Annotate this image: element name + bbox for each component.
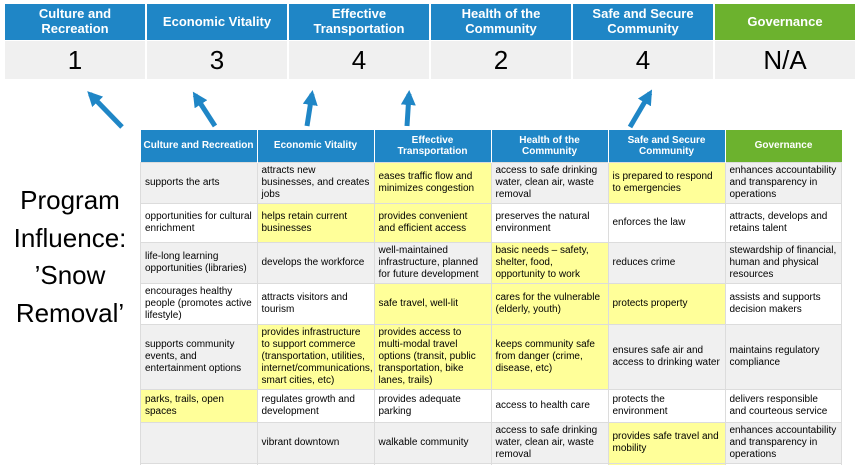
matrix-row: supports community events, and entertain…	[140, 323, 842, 390]
scorecard-column-safety: Safe and Secure Community 4	[573, 4, 713, 79]
scorecard-header-health: Health of the Community	[431, 4, 571, 40]
scorecard-column-culture: Culture and Recreation 1	[5, 4, 145, 79]
matrix-cell: access to health care	[490, 388, 609, 423]
matrix-cell: provides safe travel and mobility	[607, 421, 726, 464]
scorecard: Culture and Recreation 1 Economic Vitali…	[5, 4, 855, 79]
matrix-cell: life-long learning opportunities (librar…	[140, 241, 258, 284]
scorecard-header-transportation: Effective Transportation	[289, 4, 429, 40]
matrix-cell: delivers responsible and courteous servi…	[724, 388, 842, 423]
scorecard-column-health: Health of the Community 2	[431, 4, 571, 79]
matrix-cell: access to safe drinking water, clean air…	[490, 421, 609, 464]
scorecard-score-economic: 3	[147, 41, 287, 79]
program-title: Program Influence: ’Snow Removal’	[13, 185, 127, 329]
matrix-cell: stewardship of financial, human and phys…	[724, 241, 842, 284]
matrix-cell: develops the workforce	[256, 241, 375, 284]
matrix-row: life-long learning opportunities (librar…	[140, 241, 842, 284]
scorecard-column-economic: Economic Vitality 3	[147, 4, 287, 79]
matrix-cell: encourages healthy people (promotes acti…	[140, 282, 258, 325]
matrix-column-header: Governance	[724, 130, 842, 162]
matrix-row: parks, trails, open spaces regulates grow…	[140, 388, 842, 423]
matrix-row: supports the arts attracts new businesses…	[140, 161, 842, 204]
matrix-row: vibrant downtown walkable community access…	[140, 421, 842, 464]
matrix-cell: cares for the vulnerable (elderly, youth…	[490, 282, 609, 325]
influence-matrix: Culture and Recreation Economic Vitality E…	[140, 130, 842, 465]
matrix-cell: provides access to multi-modal travel op…	[373, 323, 492, 390]
matrix-cell: keeps community safe from danger (crime,…	[490, 323, 609, 390]
matrix-cell: is prepared to respond to emergencies	[607, 161, 726, 204]
arrow-transportation-icon	[302, 90, 318, 127]
arrow-health-icon	[400, 90, 416, 127]
matrix-cell: enhances accountability and transparency…	[724, 421, 842, 464]
matrix-cell: regulates growth and development	[256, 388, 375, 423]
matrix-cell: walkable community	[373, 421, 492, 464]
matrix-column-header: Culture and Recreation	[140, 130, 257, 162]
scorecard-column-transportation: Effective Transportation 4	[289, 4, 429, 79]
scorecard-header-culture: Culture and Recreation	[5, 4, 145, 40]
arrow-safety-icon	[627, 89, 653, 129]
scorecard-score-health: 2	[431, 41, 571, 79]
matrix-cell: safe travel, well-lit	[373, 282, 492, 325]
scorecard-header-economic: Economic Vitality	[147, 4, 287, 40]
arrow-culture-icon	[87, 91, 124, 129]
matrix-cell: eases traffic flow and minimizes congest…	[373, 161, 492, 204]
matrix-cell: maintains regulatory compliance	[724, 323, 842, 390]
matrix-cell: looks after it's most vulnerable	[607, 462, 726, 465]
matrix-cell: assists and supports decision makers	[724, 282, 842, 325]
matrix-cell: vibrant downtown	[256, 421, 375, 464]
matrix-cell: reduces crime	[607, 241, 726, 284]
matrix-row: encourages healthy people (promotes acti…	[140, 282, 842, 325]
scorecard-score-transportation: 4	[289, 41, 429, 79]
matrix-cell: attracts, develops and retains talent	[724, 202, 842, 243]
matrix-cell: provides convenient and efficient access	[373, 202, 492, 243]
matrix-cell: ensures safe air and access to drinking …	[607, 323, 726, 390]
matrix-cell: enhances accountability and transparency…	[724, 161, 842, 204]
scorecard-header-safety: Safe and Secure Community	[573, 4, 713, 40]
scorecard-score-safety: 4	[573, 41, 713, 79]
scorecard-score-governance: N/A	[715, 41, 855, 79]
scorecard-column-governance: Governance N/A	[715, 4, 855, 79]
arrow-economic-icon	[192, 91, 218, 128]
matrix-cell: opportunities for cultural enrichment	[140, 202, 258, 243]
matrix-body: supports the arts attracts new businesses…	[140, 161, 842, 465]
matrix-row: looks after it's most vulnerable	[140, 462, 842, 465]
matrix-cell	[724, 462, 842, 465]
matrix-cell: protects property	[607, 282, 726, 325]
scorecard-header-governance: Governance	[715, 4, 855, 40]
matrix-cell	[140, 421, 258, 464]
scorecard-score-culture: 1	[5, 41, 145, 79]
matrix-cell: protects the environment	[607, 388, 726, 423]
matrix-cell: supports community events, and entertain…	[140, 323, 258, 390]
matrix-cell: access to safe drinking water, clean air…	[490, 161, 609, 204]
matrix-cell: provides infrastructure to support comme…	[256, 323, 375, 390]
matrix-column-header: Effective Transportation	[373, 130, 491, 162]
matrix-cell: parks, trails, open spaces	[140, 388, 258, 423]
matrix-cell: preserves the natural environment	[490, 202, 609, 243]
matrix-cell: helps retain current businesses	[256, 202, 375, 243]
matrix-row: opportunities for cultural enrichment hel…	[140, 202, 842, 243]
matrix-cell: well-maintained infrastructure, planned …	[373, 241, 492, 284]
matrix-column-header: Economic Vitality	[256, 130, 374, 162]
matrix-cell: attracts visitors and tourism	[256, 282, 375, 325]
matrix-cell: enforces the law	[607, 202, 726, 243]
matrix-cell: supports the arts	[140, 161, 258, 204]
matrix-cell: basic needs – safety, shelter, food, opp…	[490, 241, 609, 284]
matrix-header-row: Culture and Recreation Economic Vitality E…	[140, 130, 842, 162]
matrix-cell: provides adequate parking	[373, 388, 492, 423]
matrix-column-header: Health of the Community	[490, 130, 608, 162]
matrix-column-header: Safe and Secure Community	[607, 130, 725, 162]
matrix-cell: attracts new businesses, and creates job…	[256, 161, 375, 204]
